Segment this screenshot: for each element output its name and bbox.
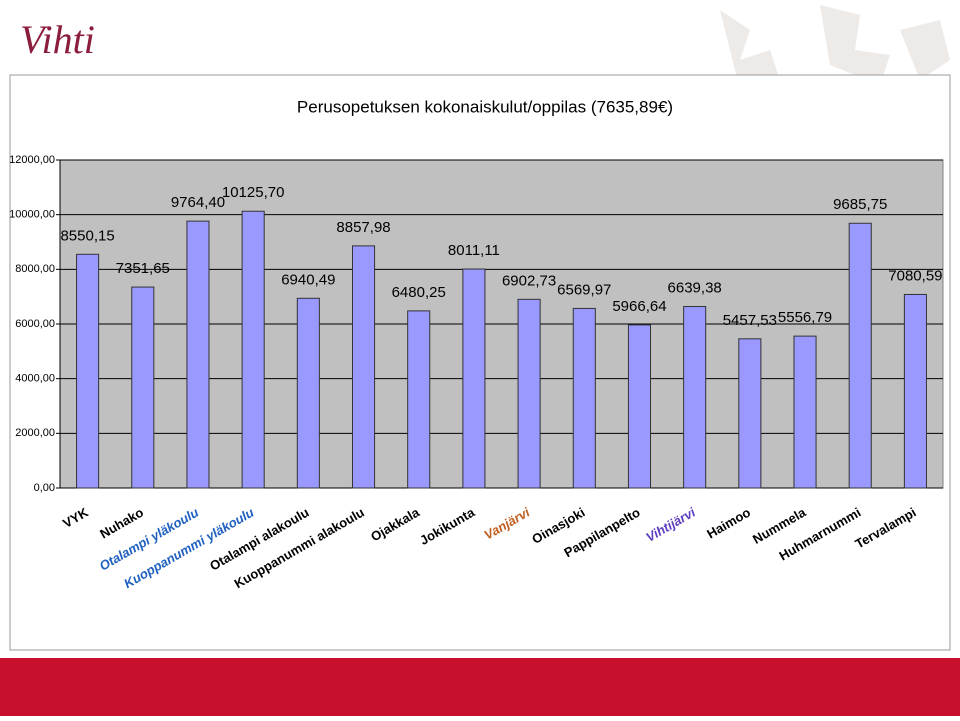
value-label: 9685,75	[833, 196, 887, 213]
bar	[131, 286, 155, 489]
bar	[903, 293, 927, 489]
value-label: 7080,59	[888, 267, 942, 284]
bar	[351, 245, 376, 489]
y-tick-label: 6000,00	[15, 318, 55, 330]
bar	[407, 310, 431, 489]
y-tick-label: 12000,00	[9, 154, 55, 166]
y-tick-label: 2000,00	[15, 427, 55, 439]
bar	[241, 210, 265, 489]
value-label: 5457,53	[723, 312, 777, 329]
bar	[683, 306, 707, 489]
y-tick-label: 0,00	[34, 482, 55, 494]
bar	[793, 335, 817, 489]
bar	[186, 220, 210, 489]
bar	[572, 307, 596, 489]
bar	[738, 338, 762, 489]
value-label: 8857,98	[336, 219, 390, 236]
value-label: 8011,11	[448, 242, 500, 259]
value-label: 5556,79	[778, 309, 832, 326]
bar	[462, 268, 486, 489]
value-label: 6940,49	[281, 271, 335, 288]
bar	[848, 222, 872, 489]
value-label: 6480,25	[392, 284, 446, 301]
bar	[296, 297, 320, 489]
bar	[517, 298, 541, 489]
value-label: 5966,64	[612, 298, 666, 315]
y-tick-label: 8000,00	[15, 263, 55, 275]
chart-title: Perusopetuksen kokonaiskulut/oppilas (76…	[297, 97, 673, 116]
bar	[76, 253, 100, 489]
value-label: 6639,38	[668, 279, 722, 296]
logo: Vihti	[20, 17, 95, 62]
value-label: 9764,40	[171, 194, 225, 211]
value-label: 6569,97	[557, 281, 611, 298]
y-tick-label: 4000,00	[15, 373, 55, 385]
footer-band	[0, 658, 960, 716]
bar	[627, 324, 652, 489]
value-label: 10125,70	[222, 184, 285, 201]
value-label: 8550,15	[60, 227, 114, 244]
y-tick-label: 10000,00	[9, 209, 55, 221]
value-label: 6902,73	[502, 272, 556, 289]
value-label: 7351,65	[116, 260, 170, 277]
leaf-decoration	[720, 5, 950, 90]
